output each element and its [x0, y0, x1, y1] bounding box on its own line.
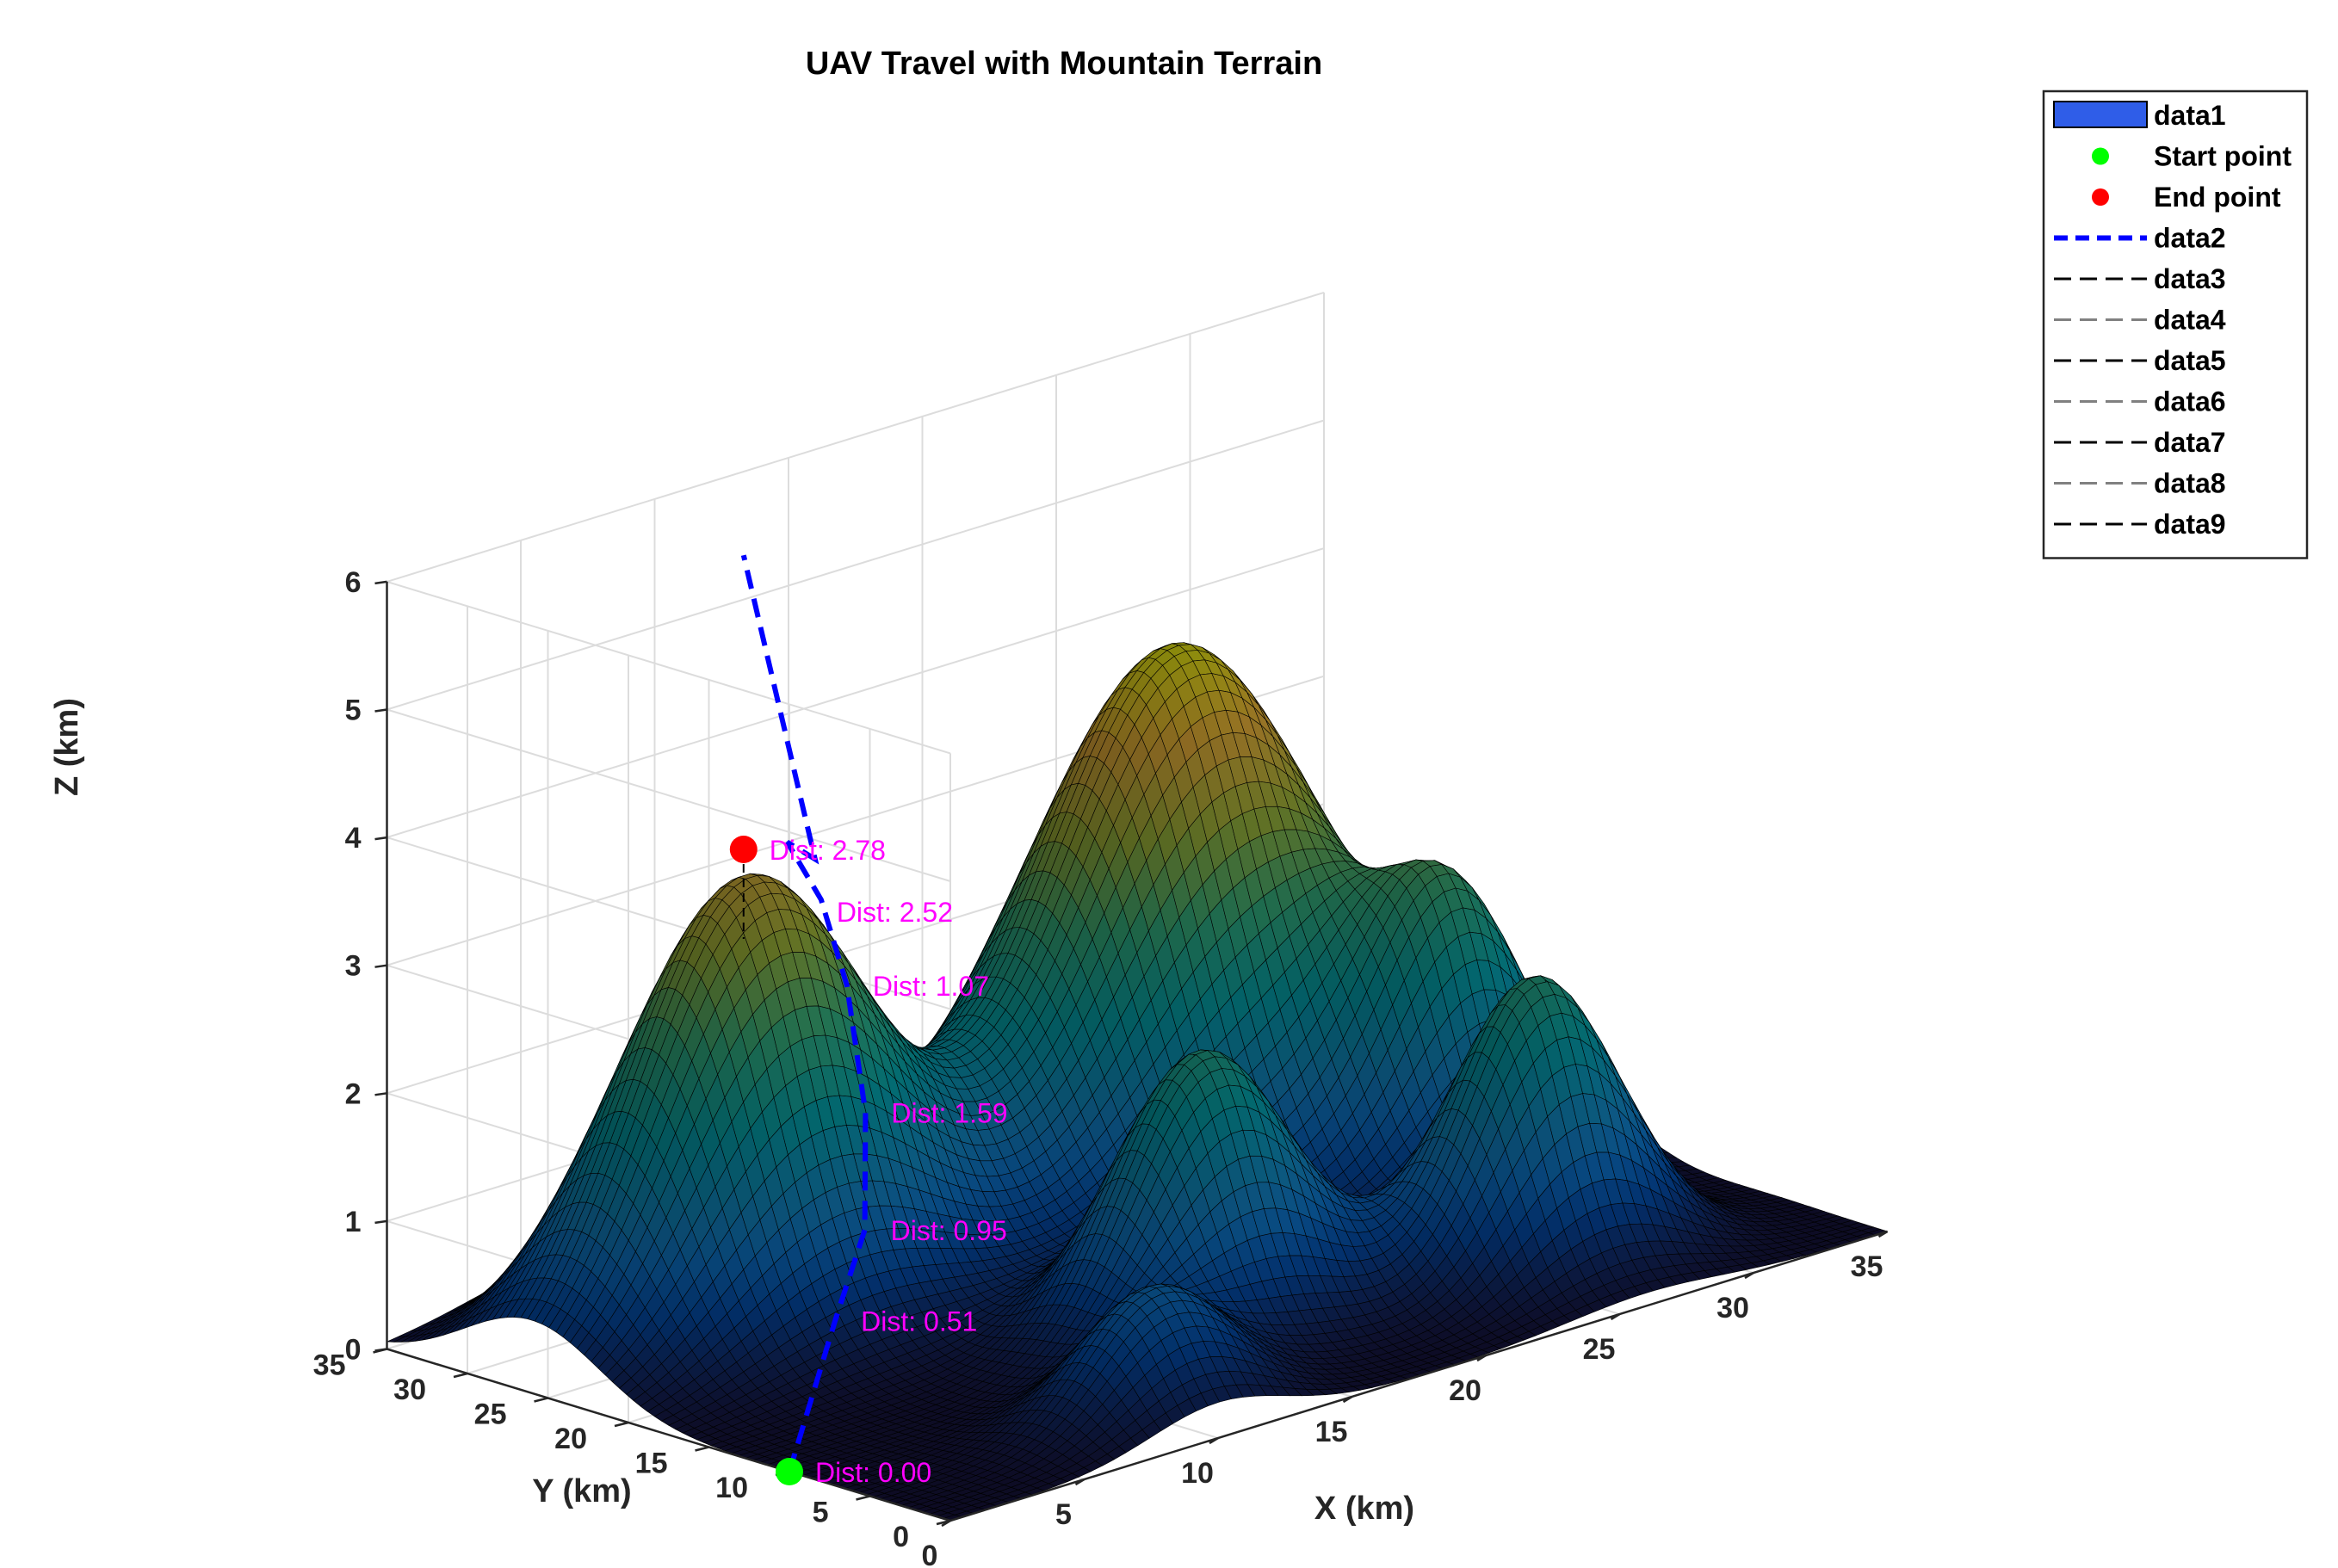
grid-line [387, 580, 951, 755]
grid-line [387, 419, 1325, 711]
terrain-surface [387, 642, 1889, 1522]
grid-line [387, 291, 1325, 583]
grid-line [387, 708, 951, 882]
grid-line [387, 547, 1325, 839]
terrain-patches [387, 642, 1889, 1522]
